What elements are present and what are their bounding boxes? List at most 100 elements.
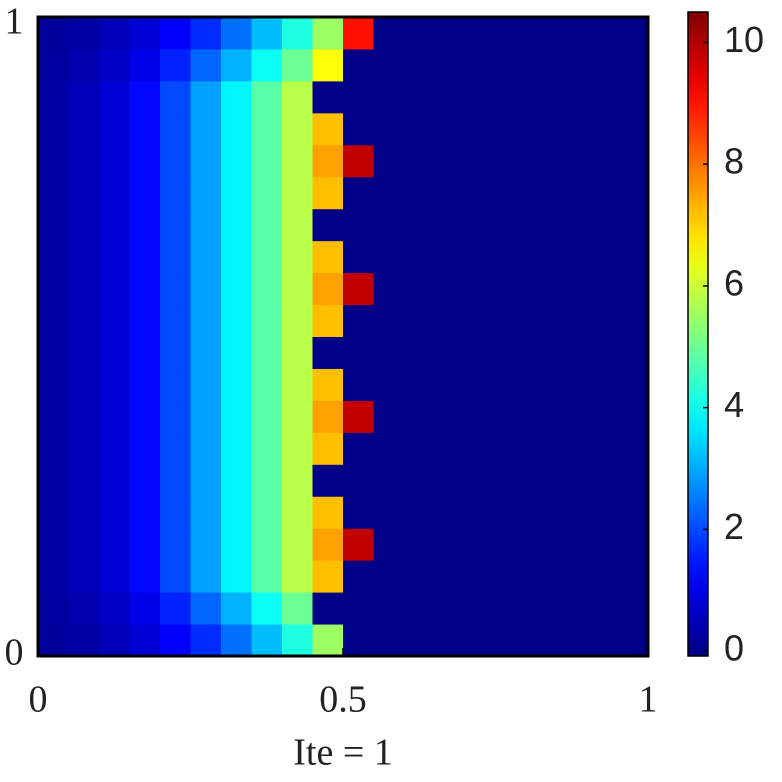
heatmap-cell <box>465 80 496 114</box>
heatmap-cell <box>38 368 69 401</box>
heatmap-cell <box>251 560 283 593</box>
heatmap-cell <box>251 624 283 657</box>
heatmap-cell <box>160 144 191 178</box>
heatmap-cell <box>251 17 283 50</box>
heatmap-cell <box>68 624 100 657</box>
heatmap-cell <box>160 464 191 497</box>
heatmap-cell <box>617 176 649 210</box>
heatmap-cell <box>99 272 130 306</box>
heatmap-cell <box>129 592 161 625</box>
heatmap-cell <box>587 464 618 497</box>
heatmap-cell <box>38 17 69 50</box>
heatmap-cell <box>282 176 313 210</box>
heatmap-cell <box>312 528 344 561</box>
heatmap-cell <box>617 240 649 274</box>
heatmap-cell <box>373 208 405 242</box>
heatmap-cell <box>495 17 527 50</box>
heatmap-cell <box>99 112 130 146</box>
heatmap-cell <box>343 528 374 561</box>
heatmap-cell <box>343 464 374 497</box>
heatmap-cell <box>526 400 557 433</box>
heatmap-cell <box>373 48 405 82</box>
heatmap-cell <box>38 336 69 369</box>
heatmap-cell <box>251 112 283 146</box>
heatmap-cell <box>587 176 618 210</box>
heatmap-cell <box>465 272 496 306</box>
heatmap-cell <box>190 208 222 242</box>
heatmap-cell <box>495 304 527 337</box>
heatmap-cell <box>190 176 222 210</box>
heatmap-cell <box>282 368 313 401</box>
heatmap-cell <box>190 432 222 465</box>
heatmap-cell <box>312 368 344 401</box>
heatmap-cell <box>251 336 283 369</box>
heatmap-cell <box>190 80 222 114</box>
heatmap-cell <box>282 112 313 146</box>
heatmap-cell <box>343 240 374 274</box>
heatmap-cell <box>373 528 405 561</box>
heatmap-cell <box>160 240 191 274</box>
heatmap-cell <box>617 560 649 593</box>
heatmap-cell <box>282 80 313 114</box>
heatmap-cell <box>99 17 130 50</box>
heatmap-cell <box>221 48 252 82</box>
heatmap-cell <box>38 304 69 337</box>
heatmap-cell <box>99 624 130 657</box>
heatmap-cell <box>68 528 100 561</box>
heatmap-cell <box>343 112 374 146</box>
heatmap-cell <box>587 432 618 465</box>
heatmap-cell <box>221 560 252 593</box>
heatmap-cell <box>617 592 649 625</box>
heatmap-cell <box>465 560 496 593</box>
heatmap-cell <box>404 336 435 369</box>
heatmap-cell <box>617 144 649 178</box>
heatmap-cell <box>556 112 588 146</box>
heatmap-cell <box>282 432 313 465</box>
y-tick-label: 0 <box>5 632 24 674</box>
heatmap-cell <box>38 80 69 114</box>
heatmap-cell <box>129 528 161 561</box>
heatmap-cell <box>251 592 283 625</box>
heatmap-cell <box>251 496 283 529</box>
heatmap-cell <box>68 176 100 210</box>
heatmap-cell <box>556 48 588 82</box>
heatmap-cell <box>343 624 374 657</box>
heatmap-cell <box>556 528 588 561</box>
heatmap-cell <box>38 144 69 178</box>
heatmap-cell <box>434 432 466 465</box>
heatmap-cell <box>99 400 130 433</box>
colorbar-tick-label: 8 <box>724 141 744 182</box>
heatmap-cell <box>68 272 100 306</box>
heatmap-cell <box>343 144 374 178</box>
x-tick-label: 0.5 <box>319 679 367 721</box>
heatmap-cell <box>68 144 100 178</box>
heatmap-cell <box>526 240 557 274</box>
heatmap-cell <box>312 560 344 593</box>
heatmap-cell <box>587 80 618 114</box>
heatmap-cell <box>404 368 435 401</box>
heatmap-cell <box>190 304 222 337</box>
heatmap-cell <box>282 336 313 369</box>
heatmap-cell <box>617 208 649 242</box>
heatmap-cell <box>556 624 588 657</box>
heatmap-cell <box>587 17 618 50</box>
heatmap-cell <box>434 560 466 593</box>
heatmap-cell <box>190 560 222 593</box>
heatmap-cell <box>190 592 222 625</box>
heatmap-cell <box>434 592 466 625</box>
heatmap-cell <box>251 48 283 82</box>
heatmap-cell <box>129 176 161 210</box>
heatmap-cell <box>373 272 405 306</box>
heatmap-cell <box>129 624 161 657</box>
heatmap-cell <box>617 336 649 369</box>
heatmap-cell <box>556 304 588 337</box>
heatmap-cell <box>587 112 618 146</box>
heatmap-cell <box>68 560 100 593</box>
heatmap-cell <box>495 80 527 114</box>
heatmap-cell <box>373 624 405 657</box>
heatmap-cell <box>68 304 100 337</box>
heatmap-cell <box>495 336 527 369</box>
heatmap-cell <box>99 336 130 369</box>
heatmap-cell <box>129 17 161 50</box>
heatmap-cell <box>495 368 527 401</box>
